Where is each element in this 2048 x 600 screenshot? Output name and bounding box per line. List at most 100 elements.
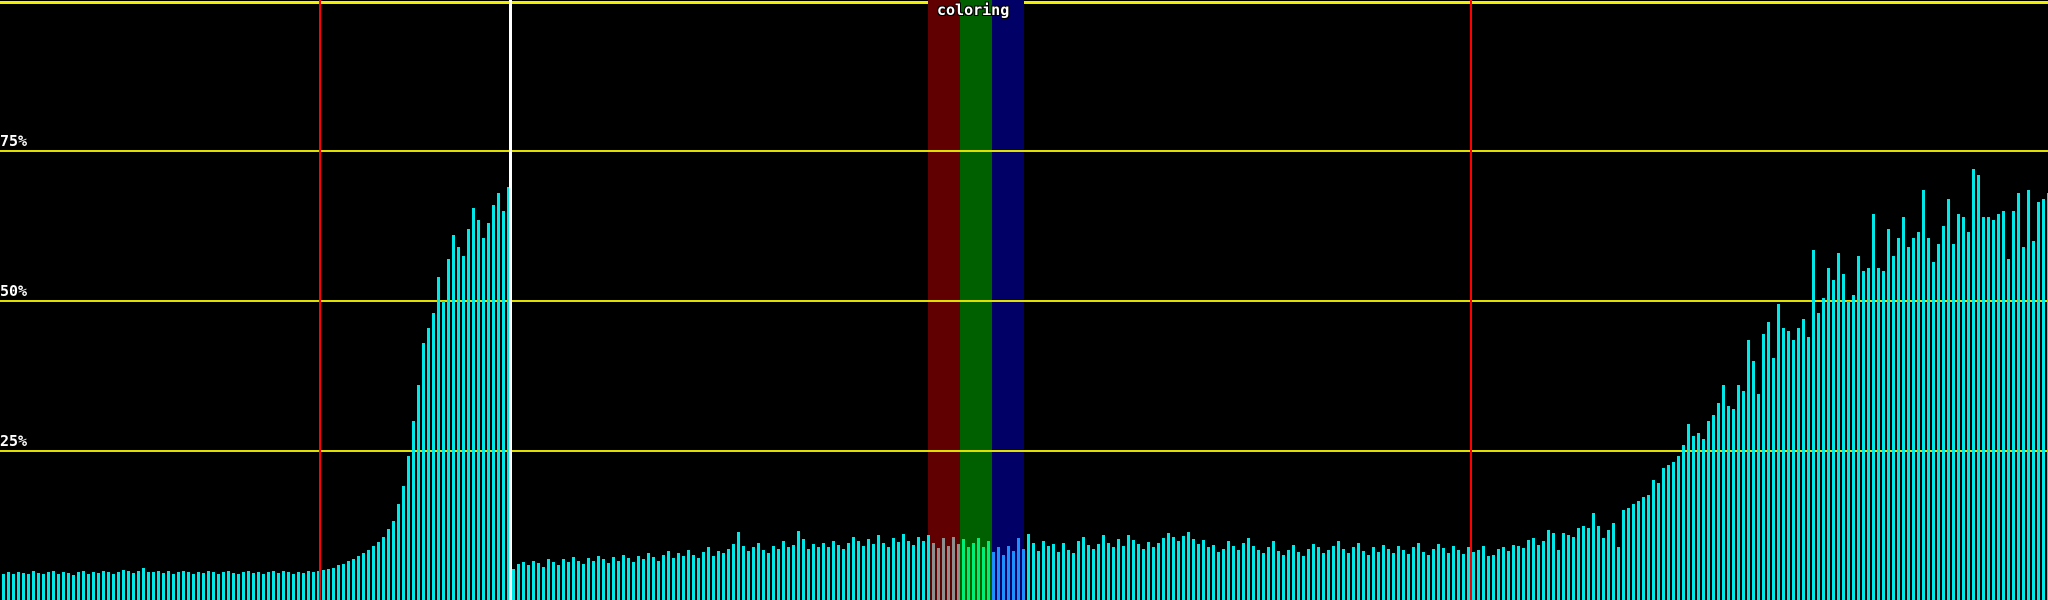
histogram-bar xyxy=(1242,543,1245,600)
histogram-bar xyxy=(682,556,685,600)
histogram-bar xyxy=(177,572,180,600)
histogram-bar xyxy=(1602,538,1605,600)
histogram-bar xyxy=(457,247,460,600)
histogram-bar xyxy=(907,541,910,600)
histogram-bar xyxy=(1342,549,1345,600)
histogram-bar xyxy=(1122,546,1125,600)
histogram-bar xyxy=(292,574,295,600)
histogram-bar xyxy=(1942,226,1945,600)
histogram-bar xyxy=(1367,555,1370,600)
histogram-bar xyxy=(1097,544,1100,600)
gridline-75pct xyxy=(0,150,2048,152)
histogram-bar xyxy=(1892,256,1895,600)
histogram-bar xyxy=(1072,553,1075,600)
histogram-bar xyxy=(1857,256,1860,600)
histogram-bar xyxy=(1057,552,1060,600)
histogram-bar xyxy=(1292,545,1295,600)
histogram-bar xyxy=(32,571,35,600)
histogram-bar xyxy=(1922,190,1925,600)
histogram-bar xyxy=(1417,543,1420,600)
histogram-bar xyxy=(1442,548,1445,600)
histogram-bar xyxy=(1152,547,1155,600)
histogram-bar xyxy=(1337,541,1340,600)
histogram-bar xyxy=(1467,547,1470,600)
histogram-bar xyxy=(1472,552,1475,600)
histogram-bar xyxy=(2027,190,2030,600)
histogram-bar xyxy=(1802,319,1805,600)
histogram-bar xyxy=(1262,553,1265,600)
histogram-bar xyxy=(1397,546,1400,600)
histogram-bar xyxy=(1062,543,1065,600)
histogram-bar xyxy=(1482,546,1485,600)
histogram-bar xyxy=(72,575,75,600)
histogram-bar xyxy=(1092,549,1095,600)
histogram-bar xyxy=(772,546,775,600)
histogram-bar xyxy=(47,572,50,600)
histogram-bar xyxy=(267,572,270,600)
histogram-bar xyxy=(1412,547,1415,600)
histogram-bar xyxy=(452,235,455,600)
histogram-bar xyxy=(462,256,465,600)
histogram-bar xyxy=(317,571,320,600)
histogram-bar xyxy=(632,562,635,600)
histogram-bar xyxy=(767,553,770,600)
histogram-bar xyxy=(1402,550,1405,600)
histogram-bar xyxy=(502,211,505,600)
top-border-line xyxy=(0,1,2048,4)
histogram-bar xyxy=(582,564,585,600)
histogram-bar xyxy=(1702,439,1705,600)
histogram-bar xyxy=(937,548,940,600)
histogram-bar xyxy=(1282,555,1285,600)
histogram-bar xyxy=(1582,526,1585,600)
histogram-bar xyxy=(492,205,495,600)
histogram-bar xyxy=(727,549,730,600)
histogram-bar xyxy=(1647,495,1650,600)
histogram-bar xyxy=(1487,556,1490,600)
histogram-bar xyxy=(387,529,390,600)
histogram-bar xyxy=(1692,436,1695,600)
histogram-bar xyxy=(1877,268,1880,600)
histogram-bar xyxy=(1202,540,1205,600)
histogram-bar xyxy=(1007,546,1010,600)
gridline-25pct xyxy=(0,450,2048,452)
histogram-bar xyxy=(1087,545,1090,600)
histogram-bar xyxy=(617,561,620,600)
histogram-bar xyxy=(62,572,65,600)
histogram-bar xyxy=(322,570,325,600)
histogram-bar xyxy=(417,385,420,600)
histogram-bar xyxy=(287,572,290,600)
histogram-bar xyxy=(282,571,285,600)
histogram-bar xyxy=(1607,530,1610,600)
histogram-bar xyxy=(392,521,395,600)
histogram-bar xyxy=(1542,541,1545,600)
histogram-bar xyxy=(497,193,500,600)
histogram-bar xyxy=(2037,202,2040,600)
histogram-bar xyxy=(1677,456,1680,600)
y-axis-tick-75: 75% xyxy=(0,132,28,150)
histogram-bar xyxy=(792,545,795,600)
histogram-bar xyxy=(252,573,255,600)
histogram-bar xyxy=(1617,547,1620,600)
histogram-bar xyxy=(1432,549,1435,600)
histogram-bar xyxy=(1107,543,1110,600)
histogram-bar xyxy=(1382,545,1385,600)
histogram-bar xyxy=(1847,301,1850,600)
histogram-bar xyxy=(1032,543,1035,600)
histogram-bar xyxy=(662,555,665,600)
histogram-bar xyxy=(1372,547,1375,600)
histogram-bar xyxy=(442,301,445,600)
histogram-bar xyxy=(467,229,470,600)
histogram-bar xyxy=(1587,528,1590,600)
histogram-bar xyxy=(197,572,200,600)
histogram-bar xyxy=(1977,175,1980,600)
histogram-bar xyxy=(1127,535,1130,600)
histogram-bar xyxy=(842,549,845,600)
histogram-bar xyxy=(562,559,565,600)
histogram-bar xyxy=(1897,238,1900,600)
histogram-bar xyxy=(57,574,60,600)
histogram-bar xyxy=(607,563,610,600)
histogram-bar xyxy=(1077,541,1080,600)
histogram-bar xyxy=(237,574,240,600)
histogram-bar xyxy=(1377,552,1380,600)
